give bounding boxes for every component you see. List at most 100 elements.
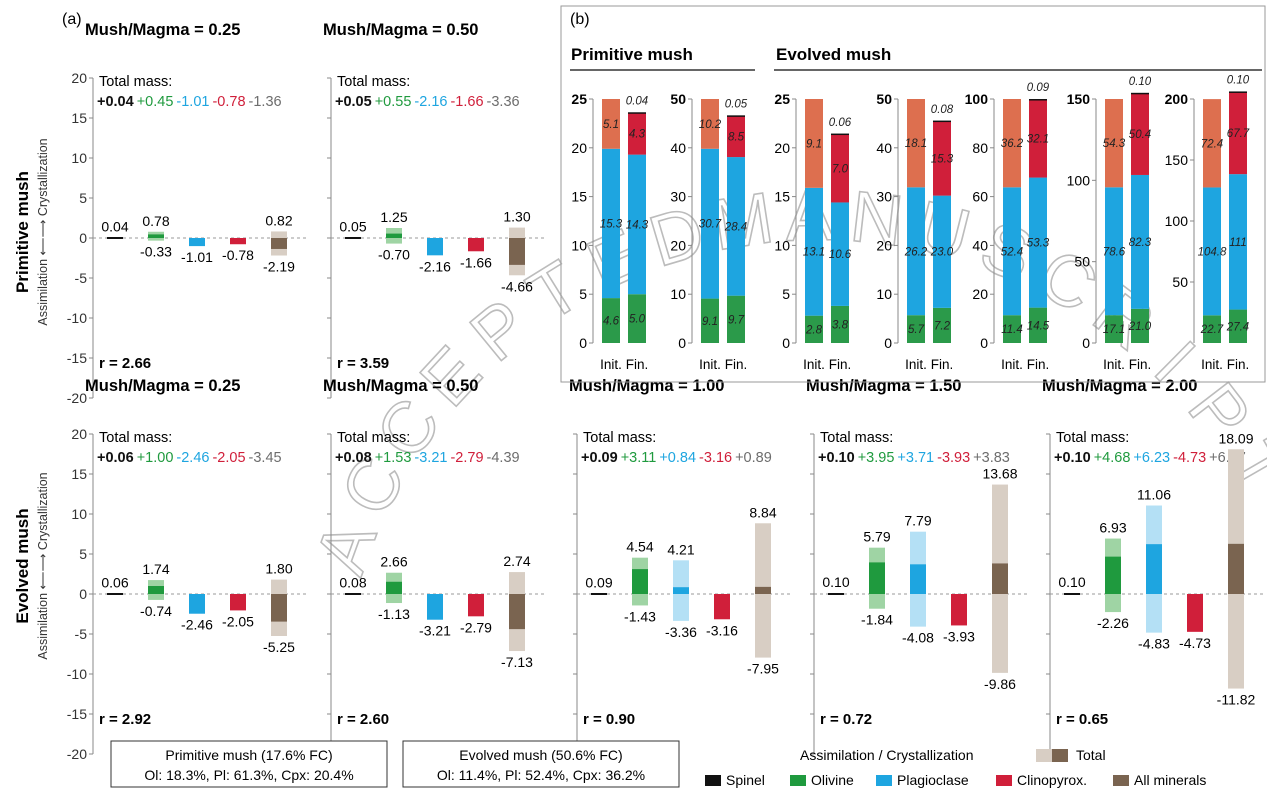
segment-label: 0.09 [1027, 82, 1050, 94]
stack-segment-fin [1131, 308, 1149, 343]
total-mass-value: +0.55 [375, 94, 412, 110]
y-tick-label: 0 [579, 335, 587, 351]
stack-segment-fin [628, 112, 646, 155]
y-tick-label: -10 [67, 666, 87, 682]
bar-spinel [107, 237, 123, 239]
total-mass-values: +0.09 +3.11 +0.84 -3.16 +0.89 [581, 450, 772, 466]
y-tick-label: 100 [1165, 213, 1189, 229]
total-mass-value: -2.05 [212, 450, 245, 466]
segment-label: 54.3 [1103, 138, 1126, 150]
y-tick-label: 150 [1067, 91, 1091, 107]
x-tick-label: Fin. [829, 357, 852, 372]
row-label-evolved-axis: Assimilation ⟵⟶ Crystallization [36, 472, 50, 659]
bar-net-allminerals [992, 563, 1008, 594]
x-tick-label: Fin. [626, 357, 649, 372]
mass-chart: Mush/Magma = 0.25 20 15 10 5 0 -5 -10 -15 -20 Tota… [67, 377, 307, 762]
legend-item-label: Olivine [811, 772, 854, 788]
data-label: 1.30 [503, 209, 530, 225]
panel-b-frame [560, 5, 1266, 383]
info-box-primitive-line2: Ol: 18.3%, Pl: 61.3%, Cpx: 20.4% [144, 767, 353, 783]
info-box-evolved: Evolved mush (50.6% FC) Ol: 11.4%, Pl: 5… [402, 740, 680, 788]
total-mass-value: -3.36 [487, 94, 520, 110]
total-mass-value: -3.21 [414, 450, 447, 466]
total-mass-value: -1.66 [450, 94, 483, 110]
chart-title: Mush/Magma = 0.50 [323, 377, 478, 395]
total-mass-value: +0.10 [818, 450, 855, 466]
total-mass-value: -3.16 [699, 450, 732, 466]
total-mass-label: Total mass: [99, 74, 172, 90]
stack-segment-fin [628, 294, 646, 343]
data-label: -2.19 [263, 259, 295, 275]
y-tick-label: 20 [571, 140, 587, 156]
bar-net-olivine [1105, 556, 1121, 594]
panel-b-charts: 0 5 10 15 20 25 4.6 15.3 5.1 Init. 5.0 14.3 4.3 0.04 F… [571, 75, 1249, 372]
data-label: 5.79 [863, 529, 890, 545]
y-tick-label: 20 [774, 140, 790, 156]
chart-title: Mush/Magma = 0.50 [323, 21, 478, 39]
segment-label: 7.2 [934, 320, 951, 332]
bar-net-plagioclase [910, 564, 926, 594]
stack-segment-fin [1029, 307, 1047, 343]
y-tick-label: 200 [1165, 91, 1189, 107]
data-label: 1.25 [380, 209, 407, 225]
total-mass-values: +0.10 +3.95 +3.71 -3.93 +3.83 [818, 450, 1010, 466]
row-label-primitive-axis: Assimilation ⟵⟶ Crystallization [36, 138, 50, 325]
segment-label: 78.6 [1103, 246, 1126, 258]
y-tick-label: 10 [774, 237, 790, 253]
y-tick-label: 15 [71, 110, 87, 126]
bar-net-plagioclase [1146, 544, 1162, 594]
segment-label: 15.3 [600, 218, 623, 230]
stacked-chart: 0 10 20 30 40 50 5.7 26.2 18.1 Init. 7.2 23.0 15.3 0.… [876, 91, 953, 372]
total-mass-values: +0.10 +4.68 +6.23 -4.73 +6.27 [1054, 450, 1246, 466]
data-label: -7.13 [501, 654, 533, 670]
info-box-evolved-line2: Ol: 11.4%, Pl: 52.4%, Cpx: 36.2% [437, 767, 645, 783]
bar-net-allminerals [509, 238, 525, 265]
total-mass-value: -2.79 [450, 450, 483, 466]
total-mass-value: +4.68 [1094, 450, 1131, 466]
segment-label: 104.8 [1198, 246, 1227, 258]
stack-segment-fin [1229, 91, 1247, 93]
legend-swatch [1113, 775, 1129, 786]
segment-label: 4.6 [603, 316, 620, 328]
y-tick-label: 5 [79, 546, 87, 562]
stack-segment-fin [727, 115, 745, 117]
segment-label: 4.3 [629, 129, 646, 141]
stack-segment-init [1003, 315, 1021, 343]
segment-label: 53.3 [1027, 238, 1050, 250]
info-box-evolved-line1: Evolved mush (50.6% FC) [459, 747, 622, 763]
bar-net-allminerals [271, 594, 287, 622]
segment-label: 82.3 [1129, 237, 1152, 249]
data-label: -9.86 [984, 676, 1016, 692]
segment-label: 30.7 [699, 219, 722, 231]
stack-segment-init [907, 187, 925, 316]
bar-net-allminerals [509, 594, 525, 630]
segment-label: 36.2 [1001, 138, 1024, 150]
stacked-chart: 0 20 40 60 80 100 11.4 52.4 36.2 Init. 14.5 53.3 32.… [965, 82, 1050, 372]
stack-segment-fin [933, 195, 951, 308]
stack-segment-fin [1131, 92, 1149, 175]
segment-label: 21.0 [1128, 321, 1152, 333]
segment-label: 8.5 [728, 131, 745, 143]
legend-total-label: Total [1076, 747, 1106, 763]
bar-spinel [1064, 593, 1080, 595]
stack-segment-fin [727, 115, 745, 158]
segment-label: 26.2 [904, 246, 928, 258]
data-label: 2.66 [380, 554, 407, 570]
x-tick-label: Fin. [1227, 357, 1250, 372]
segment-label: 14.3 [626, 219, 649, 231]
data-label: -0.74 [140, 603, 172, 619]
data-label: -2.46 [181, 617, 213, 633]
segment-label: 27.4 [1226, 321, 1249, 333]
x-tick-label: Init. [699, 357, 721, 372]
segment-label: 50.4 [1129, 129, 1151, 141]
y-tick-label: -5 [75, 626, 88, 642]
total-mass-values: +0.06 +1.00 -2.46 -2.05 -3.45 [97, 450, 282, 466]
y-tick-label: 0 [884, 335, 892, 351]
data-label: 0.78 [142, 213, 169, 229]
bar-clinopyroxene [468, 238, 484, 252]
data-label: 1.80 [265, 561, 292, 577]
data-label: -7.95 [747, 661, 779, 677]
segment-label: 9.7 [728, 314, 745, 326]
y-tick-label: 25 [774, 91, 790, 107]
stack-segment-fin [1131, 92, 1149, 95]
